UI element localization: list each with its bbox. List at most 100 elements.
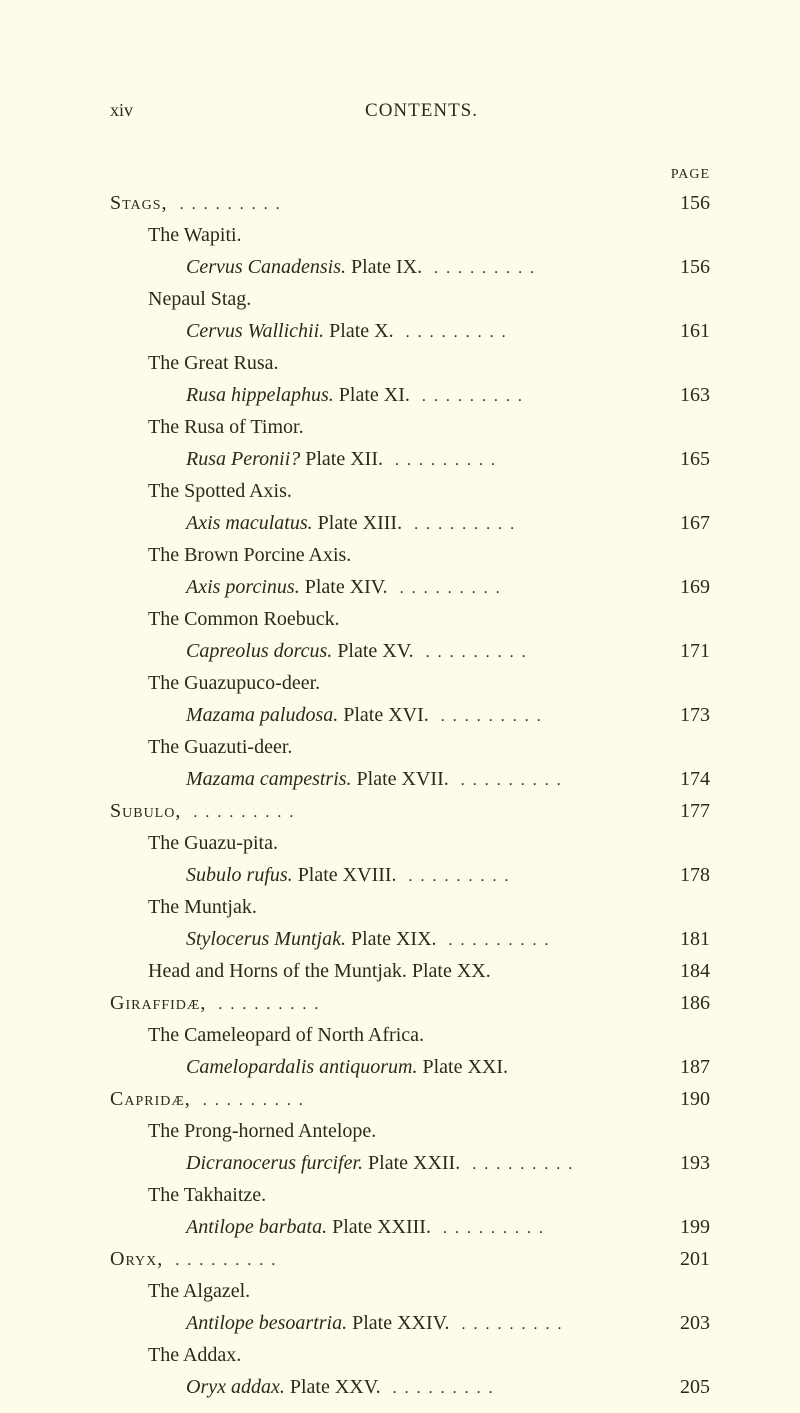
toc-page-number: 156 (670, 187, 710, 219)
toc-species-name: Axis porcinus. (186, 576, 300, 598)
toc-entry-label: Mazama paludosa. Plate XVI. (186, 699, 429, 731)
toc-entry-label: Rusa hippelaphus. Plate XI. (186, 379, 410, 411)
page-header: xiv CONTENTS. (110, 100, 710, 122)
toc-entry-label: The Spotted Axis. (148, 475, 292, 507)
toc-entry: The Takhaitze. (110, 1179, 710, 1211)
toc-dots: ......... (381, 1376, 670, 1402)
toc-entry: Subulo rufus. Plate XVIII..........178 (110, 859, 710, 891)
toc-entry: Cervus Wallichii. Plate X..........161 (110, 315, 710, 347)
toc-entry-label: Antilope besoartria. Plate XXIV. (186, 1307, 450, 1339)
toc-page-number: 169 (670, 571, 710, 603)
toc-plate-ref: Plate XXII. (363, 1152, 460, 1174)
toc-entry-label: The Rusa of Timor. (148, 411, 304, 443)
toc-entry: The Great Rusa. (110, 347, 710, 379)
toc-dots: ......... (410, 384, 670, 410)
toc-entry-label: The Guazuti-deer. (148, 731, 292, 763)
toc-entry-label: Subulo rufus. Plate XVIII. (186, 859, 397, 891)
toc-entry: The Cameleopard of North Africa. (110, 1019, 710, 1051)
toc-entry: Dicranocerus furcifer. Plate XXII.......… (110, 1147, 710, 1179)
toc-dots: ......... (414, 640, 670, 666)
toc-plate-ref: Plate XXIII. (327, 1216, 431, 1238)
toc-entry: Cervus Canadensis. Plate IX..........156 (110, 251, 710, 283)
toc-page-number: 190 (670, 1083, 710, 1115)
toc-entry: Capridæ,.........190 (110, 1083, 710, 1115)
toc-entry-label: Axis porcinus. Plate XIV. (186, 571, 388, 603)
toc-plate-ref: Plate XVI. (338, 704, 429, 726)
toc-entry: Giraffidæ,.........186 (110, 987, 710, 1019)
toc-entry-label: Oryx, (110, 1243, 163, 1275)
toc-entry-label: Giraffidæ, (110, 987, 206, 1019)
toc-entry-label: The Algazel. (148, 1275, 250, 1307)
toc-entry: Oryx,.........201 (110, 1243, 710, 1275)
toc-entry-label: The Takhaitze. (148, 1179, 266, 1211)
toc-entry: Stylocerus Muntjak. Plate XIX..........1… (110, 923, 710, 955)
toc-species-name: Mazama campestris. (186, 768, 352, 790)
toc-entry-label: The Muntjak. (148, 891, 257, 923)
toc-page-number: 184 (670, 955, 710, 987)
toc-dots: ......... (437, 928, 670, 954)
toc-entry: Capreolus dorcus. Plate XV..........171 (110, 635, 710, 667)
toc-entry: Mazama campestris. Plate XVII..........1… (110, 763, 710, 795)
toc-entry-label: Dicranocerus furcifer. Plate XXII. (186, 1147, 460, 1179)
toc-species-name: Camelopardalis antiquorum. (186, 1056, 418, 1078)
toc-entry-label: The Great Rusa. (148, 347, 279, 379)
toc-page-number: 199 (670, 1211, 710, 1243)
table-of-contents: Stags,.........156The Wapiti.Cervus Cana… (110, 187, 710, 1403)
toc-entry: The Spotted Axis. (110, 475, 710, 507)
toc-entry: The Guazuti-deer. (110, 731, 710, 763)
toc-page-number: 165 (670, 443, 710, 475)
toc-species-name: Mazama paludosa. (186, 704, 338, 726)
toc-page-number: 177 (670, 795, 710, 827)
page-label: PAGE (110, 167, 710, 183)
toc-entry-label: The Guazupuco-deer. (148, 667, 320, 699)
toc-entry-label: The Brown Porcine Axis. (148, 539, 351, 571)
toc-entry-label: Camelopardalis antiquorum. Plate XXI. (186, 1051, 508, 1083)
toc-plate-ref: Plate XVIII. (293, 864, 397, 886)
toc-entry-label: Cervus Canadensis. Plate IX. (186, 251, 422, 283)
toc-dots: ......... (181, 800, 670, 826)
toc-dots: ......... (191, 1088, 670, 1114)
toc-entry-label: Axis maculatus. Plate XIII. (186, 507, 402, 539)
toc-page-number: 201 (670, 1243, 710, 1275)
toc-entry: The Rusa of Timor. (110, 411, 710, 443)
toc-page-number: 205 (670, 1371, 710, 1403)
toc-plate-ref: Plate XXIV. (347, 1312, 449, 1334)
toc-entry: Antilope besoartria. Plate XXIV.........… (110, 1307, 710, 1339)
toc-entry: Antilope barbata. Plate XXIII..........1… (110, 1211, 710, 1243)
toc-species-name: Rusa Peronii? (186, 448, 300, 470)
toc-entry-label: The Common Roebuck. (148, 603, 340, 635)
toc-entry-label: Cervus Wallichii. Plate X. (186, 315, 394, 347)
toc-entry: The Guazupuco-deer. (110, 667, 710, 699)
toc-entry-label: The Addax. (148, 1339, 241, 1371)
toc-entry-label: Oryx addax. Plate XXV. (186, 1371, 381, 1403)
toc-entry: The Muntjak. (110, 891, 710, 923)
toc-dots: ......... (168, 192, 670, 218)
toc-dots: ......... (449, 768, 670, 794)
toc-entry: Rusa hippelaphus. Plate XI..........163 (110, 379, 710, 411)
toc-entry: Camelopardalis antiquorum. Plate XXI.187 (110, 1051, 710, 1083)
toc-entry: The Algazel. (110, 1275, 710, 1307)
toc-entry-label: Stylocerus Muntjak. Plate XIX. (186, 923, 437, 955)
toc-page-number: 178 (670, 859, 710, 891)
toc-entry: Axis maculatus. Plate XIII..........167 (110, 507, 710, 539)
toc-entry: Nepaul Stag. (110, 283, 710, 315)
toc-plate-ref: Plate XV. (332, 640, 413, 662)
toc-dots: ......... (397, 864, 670, 890)
toc-entry: The Brown Porcine Axis. (110, 539, 710, 571)
toc-species-name: Cervus Wallichii. (186, 320, 324, 342)
toc-dots: ......... (402, 512, 670, 538)
toc-entry-label: The Prong-horned Antelope. (148, 1115, 376, 1147)
toc-entry: Oryx addax. Plate XXV..........205 (110, 1371, 710, 1403)
toc-plate-ref: Plate XXI. (418, 1056, 509, 1078)
toc-dots: ......... (431, 1216, 670, 1242)
toc-dots: ......... (388, 576, 670, 602)
toc-species-name: Dicranocerus furcifer. (186, 1152, 363, 1174)
toc-entry-label: Capridæ, (110, 1083, 191, 1115)
toc-page-number: 203 (670, 1307, 710, 1339)
toc-entry-label: Rusa Peronii? Plate XII. (186, 443, 383, 475)
toc-species-name: Cervus Canadensis. (186, 256, 346, 278)
toc-entry-label: Stags, (110, 187, 168, 219)
toc-plate-ref: Plate XI. (334, 384, 410, 406)
toc-plate-ref: Plate XII. (300, 448, 383, 470)
toc-entry: The Wapiti. (110, 219, 710, 251)
